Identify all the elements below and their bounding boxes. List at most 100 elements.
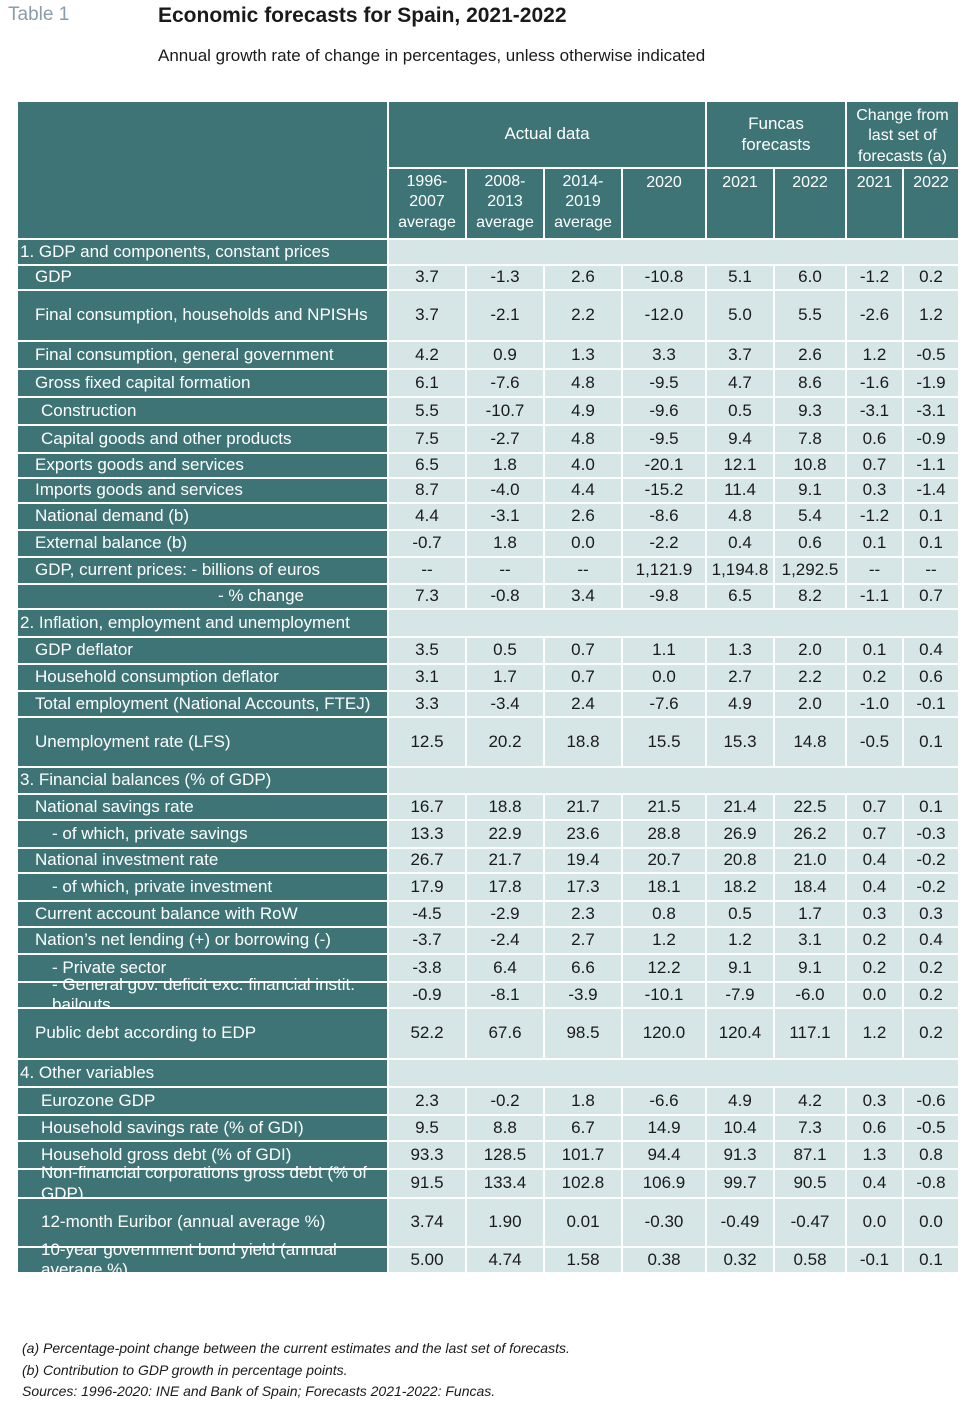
row-label: Total employment (National Accounts, FTE…	[18, 692, 387, 716]
data-cell: -3.1	[847, 398, 902, 424]
data-cell: 4.9	[707, 692, 773, 716]
data-cell: -0.1	[847, 1248, 902, 1272]
data-cell: 1.8	[545, 1088, 621, 1114]
column-header: 2020	[623, 169, 705, 238]
data-cell: 12.2	[623, 955, 705, 981]
data-cell: 3.1	[775, 928, 845, 953]
row-label: Gross fixed capital formation	[18, 370, 387, 396]
column-header: 2014-2019 average	[545, 169, 621, 238]
data-cell: 4.2	[775, 1088, 845, 1114]
data-cell: 4.74	[467, 1248, 543, 1272]
row-label: Final consumption, households and NPISHs	[18, 291, 387, 340]
data-cell: -7.9	[707, 983, 773, 1007]
data-cell: 18.8	[467, 795, 543, 819]
row-label: National demand (b)	[18, 504, 387, 529]
data-cell: 23.6	[545, 821, 621, 847]
data-cell: 0.2	[847, 928, 902, 953]
data-cell: 3.7	[389, 291, 465, 340]
data-cell: 0.7	[904, 585, 958, 608]
data-cell: 1,121.9	[623, 558, 705, 583]
footnote-sources: Sources: 1996-2020: INE and Bank of Spai…	[22, 1383, 496, 1399]
section-band	[389, 240, 958, 264]
row-label: Public debt according to EDP	[18, 1009, 387, 1058]
data-cell: 3.3	[623, 342, 705, 368]
data-cell: -0.9	[389, 983, 465, 1007]
data-cell: -0.30	[623, 1199, 705, 1246]
data-cell: 0.38	[623, 1248, 705, 1272]
row-label: Household gross debt (% of GDI)	[18, 1142, 387, 1168]
data-cell: 0.4	[847, 874, 902, 900]
row-label: Nation’s net lending (+) or borrowing (-…	[18, 928, 387, 953]
data-cell: 4.0	[545, 454, 621, 477]
data-cell: 18.1	[623, 874, 705, 900]
row-label: Capital goods and other products	[18, 426, 387, 452]
data-cell: 4.8	[707, 504, 773, 529]
data-cell: 4.8	[545, 426, 621, 452]
forecast-table: Actual data Funcas forecasts Change from l…	[18, 102, 958, 1279]
data-cell: -15.2	[623, 479, 705, 502]
data-cell: -0.9	[904, 426, 958, 452]
data-cell: -8.1	[467, 983, 543, 1007]
data-cell: 1.8	[467, 454, 543, 477]
data-cell: -10.8	[623, 266, 705, 289]
row-label: 12-month Euribor (annual average %)	[18, 1199, 387, 1246]
data-cell: 9.3	[775, 398, 845, 424]
row-label: Current account balance with RoW	[18, 902, 387, 926]
data-cell: 0.7	[545, 638, 621, 663]
data-cell: 0.3	[847, 1088, 902, 1114]
footnotes: (a) Percentage-point change between the …	[22, 1338, 570, 1403]
data-cell: 6.5	[707, 585, 773, 608]
data-cell: 0.4	[847, 849, 902, 872]
data-cell: 2.7	[707, 665, 773, 690]
data-cell: 0.4	[847, 1170, 902, 1197]
data-cell: -1.9	[904, 370, 958, 396]
row-label: - Private sector	[18, 955, 387, 981]
section-band	[389, 768, 958, 793]
data-cell: 20.2	[467, 718, 543, 766]
data-cell: -0.1	[904, 692, 958, 716]
row-label: National savings rate	[18, 795, 387, 819]
data-cell: -10.1	[623, 983, 705, 1007]
row-label: External balance (b)	[18, 531, 387, 556]
data-cell: 1,194.8	[707, 558, 773, 583]
data-cell: 0.6	[847, 1116, 902, 1140]
data-cell: 0.4	[707, 531, 773, 556]
data-cell: 1,292.5	[775, 558, 845, 583]
data-cell: 14.8	[775, 718, 845, 766]
data-cell: 12.1	[707, 454, 773, 477]
data-cell: 16.7	[389, 795, 465, 819]
table-title: Economic forecasts for Spain, 2021-2022	[158, 4, 567, 27]
data-cell: 15.3	[707, 718, 773, 766]
data-cell: 1.3	[545, 342, 621, 368]
data-cell: 14.9	[623, 1116, 705, 1140]
data-cell: 3.4	[545, 585, 621, 608]
data-cell: -1.6	[847, 370, 902, 396]
row-label: - General gov. deficit exc. financial in…	[18, 975, 387, 1014]
data-cell: 4.7	[707, 370, 773, 396]
data-cell: 2.6	[545, 266, 621, 289]
data-cell: 133.4	[467, 1170, 543, 1197]
data-cell: -9.5	[623, 370, 705, 396]
data-cell: 0.1	[904, 718, 958, 766]
data-cell: 1.90	[467, 1199, 543, 1246]
data-cell: 2.2	[545, 291, 621, 340]
data-cell: -2.6	[847, 291, 902, 340]
data-cell: 90.5	[775, 1170, 845, 1197]
data-cell: 0.0	[545, 531, 621, 556]
data-cell: 3.74	[389, 1199, 465, 1246]
data-cell: 0.32	[707, 1248, 773, 1272]
row-label: Non-financial corporations gross debt (%…	[18, 1163, 387, 1203]
data-cell: --	[389, 558, 465, 583]
section-heading: 2. Inflation, employment and unemploymen…	[18, 610, 387, 636]
data-cell: 10.4	[707, 1116, 773, 1140]
data-cell: 0.2	[904, 983, 958, 1007]
data-cell: 9.1	[775, 955, 845, 981]
data-cell: 0.6	[847, 426, 902, 452]
data-cell: 1.58	[545, 1248, 621, 1272]
column-header: 2021	[847, 169, 902, 238]
section-band	[389, 1060, 958, 1086]
data-cell: 21.0	[775, 849, 845, 872]
column-header: 2021	[707, 169, 773, 238]
data-cell: 21.4	[707, 795, 773, 819]
data-cell: -0.2	[904, 874, 958, 900]
